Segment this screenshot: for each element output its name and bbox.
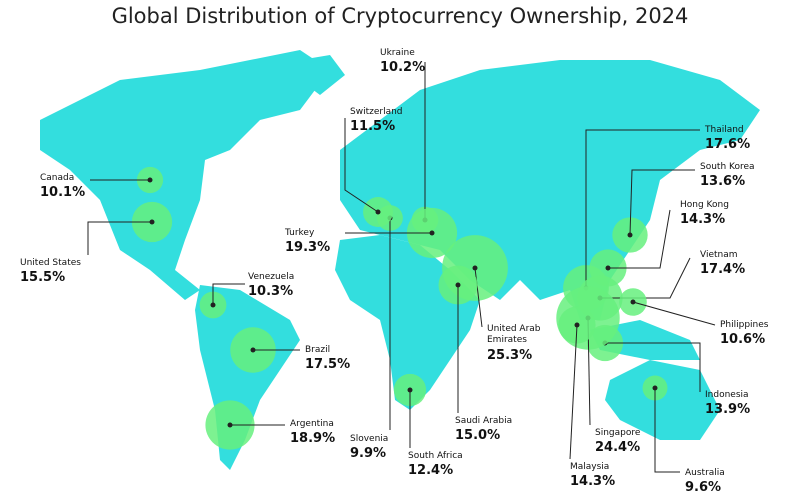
country-value: 15.5% (20, 270, 66, 285)
country-value: 17.4% (700, 262, 746, 277)
country-value: 24.4% (595, 440, 641, 455)
country-value: 19.3% (285, 240, 331, 255)
country-name: Hong Kong (680, 200, 729, 210)
leader-line (654, 388, 680, 473)
anchor-dot (652, 385, 658, 391)
country-value: 10.3% (248, 284, 294, 299)
country-value: 12.4% (408, 463, 454, 478)
country-name: Malaysia (570, 462, 610, 472)
anchor-dot (210, 302, 216, 308)
leader-line (569, 324, 578, 460)
country-name: Singapore (595, 428, 641, 438)
country-name: United Arab Emirates (487, 324, 541, 345)
country-value: 17.6% (705, 137, 751, 152)
country-value: 10.1% (40, 185, 86, 200)
leader-line (87, 221, 152, 255)
anchor-dot (574, 322, 580, 328)
anchor-dot (455, 282, 461, 288)
country-value: 15.0% (455, 428, 501, 443)
country-value: 10.6% (720, 332, 766, 347)
country-name: Saudi Arabia (455, 416, 513, 426)
anchor-dot (627, 232, 633, 238)
anchor-dot (147, 177, 153, 183)
anchor-dot (630, 299, 636, 305)
title: Global Distribution of Cryptocurrency Ow… (111, 4, 689, 28)
country-name: Turkey (285, 228, 315, 238)
leader-line (585, 129, 700, 288)
anchor-dot (407, 387, 413, 393)
country-name: Slovenia (350, 434, 389, 444)
country-name: Thailand (705, 125, 744, 135)
leader-line (632, 301, 716, 326)
country-name: Switzerland (350, 107, 403, 117)
leader-line (212, 283, 245, 305)
leader-line (605, 342, 701, 392)
country-value: 10.2% (380, 60, 426, 75)
country-name: South Korea (700, 162, 755, 172)
country-value: 25.3% (487, 348, 533, 363)
country-value: 17.5% (305, 357, 351, 372)
anchor-dot (375, 209, 381, 215)
leader-line (474, 267, 483, 328)
country-value: 11.5% (350, 119, 396, 134)
country-value: 9.9% (350, 446, 387, 461)
country-name: Argentina (290, 419, 334, 429)
country-value: 13.6% (700, 174, 746, 189)
country-name: South Africa (408, 451, 463, 461)
anchor-dot (429, 230, 435, 236)
anchor-dot (250, 347, 256, 353)
country-name: Ukraine (380, 48, 415, 58)
anchor-dot (472, 265, 478, 271)
country-value: 13.9% (705, 402, 751, 417)
anchor-dot (149, 219, 155, 225)
country-name: United States (20, 258, 81, 268)
country-value: 9.6% (685, 480, 722, 495)
anchor-dot (227, 422, 233, 428)
country-name: Philippines (720, 320, 769, 330)
country-value: 14.3% (680, 212, 726, 227)
country-name: Brazil (305, 345, 331, 355)
leader-line (629, 169, 695, 236)
country-name: Vietnam (700, 250, 738, 260)
country-name: Australia (685, 468, 725, 478)
leader-line (608, 209, 671, 269)
country-value: 18.9% (290, 431, 336, 446)
country-name: Venezuela (248, 272, 295, 282)
country-name: Indonesia (705, 390, 749, 400)
anchor-dot (605, 265, 611, 271)
country-name: Canada (40, 173, 75, 183)
leader-line (344, 118, 379, 213)
country-value: 14.3% (570, 474, 616, 489)
